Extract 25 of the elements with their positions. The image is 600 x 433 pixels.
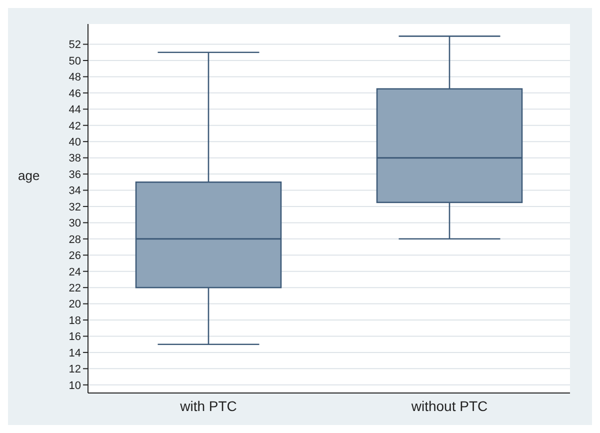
y-tick-label: 12 bbox=[68, 364, 81, 376]
y-tick-label: 30 bbox=[68, 218, 81, 230]
y-tick-label: 24 bbox=[68, 266, 81, 278]
y-tick-label: 28 bbox=[68, 234, 81, 246]
y-tick-label: 26 bbox=[68, 250, 81, 262]
y-tick-label: 40 bbox=[68, 136, 81, 148]
x-tick-label: with PTC bbox=[179, 398, 237, 414]
y-tick-label: 16 bbox=[68, 331, 81, 344]
y-tick-label: 36 bbox=[68, 168, 81, 181]
x-tick-label: without PTC bbox=[410, 398, 488, 414]
y-tick-label: 14 bbox=[68, 347, 81, 360]
y-tick-label: 38 bbox=[68, 152, 81, 165]
y-tick-label: 10 bbox=[68, 380, 81, 392]
y-tick-label: 22 bbox=[68, 282, 81, 294]
y-tick-label: 50 bbox=[68, 55, 81, 68]
y-tick-label: 52 bbox=[68, 39, 81, 52]
y-tick-label: 42 bbox=[68, 120, 81, 132]
y-tick-label: 34 bbox=[68, 185, 81, 198]
y-tick-label: 20 bbox=[68, 298, 81, 311]
y-axis-title: age bbox=[18, 168, 40, 183]
y-tick-label: 46 bbox=[68, 88, 81, 100]
y-tick-label: 48 bbox=[68, 72, 81, 84]
y-tick-label: 44 bbox=[68, 104, 81, 116]
y-tick-label: 32 bbox=[68, 201, 81, 214]
y-tick-label: 18 bbox=[68, 314, 81, 327]
